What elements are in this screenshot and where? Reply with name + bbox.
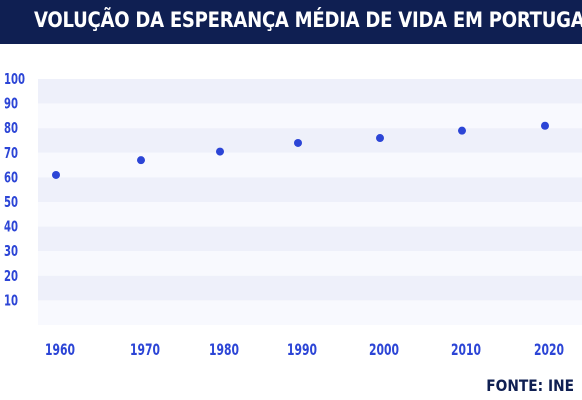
x-tick-label: 1990 [287, 340, 317, 359]
data-point [294, 138, 302, 147]
grid-band [38, 226, 582, 252]
y-tick-label: 30 [4, 242, 18, 260]
y-tick-label: 50 [4, 193, 18, 211]
grid-band [38, 251, 582, 276]
grid-band [38, 152, 582, 178]
x-tick-label: 2000 [369, 340, 399, 359]
y-tick-label: 90 [4, 95, 18, 113]
x-tick-label: 1970 [130, 340, 160, 359]
x-tick-label: 2020 [534, 340, 564, 359]
x-tick-label: 1980 [209, 340, 239, 359]
title-bar: VOLUÇÃO DA ESPERANÇA MÉDIA DE VIDA EM PO… [0, 0, 582, 44]
grid-band [38, 202, 582, 227]
x-tick-label: 2010 [451, 340, 481, 359]
chart-title: VOLUÇÃO DA ESPERANÇA MÉDIA DE VIDA EM PO… [34, 8, 582, 32]
data-point [541, 121, 549, 130]
y-tick-label: 60 [4, 168, 18, 186]
data-point [216, 147, 224, 156]
data-point [52, 170, 60, 179]
x-tick-label: 1960 [45, 340, 75, 359]
data-point [376, 134, 384, 143]
source-label: FONTE: INE [486, 376, 574, 395]
y-tick-label: 10 [4, 291, 18, 309]
y-tick-label: 40 [4, 218, 18, 236]
grid-band [38, 275, 582, 301]
grid-band [38, 300, 582, 325]
data-points [52, 121, 549, 179]
grid-band [38, 103, 582, 129]
grid-band [38, 79, 582, 104]
y-tick-label: 70 [4, 144, 18, 162]
y-axis-ticks: 10 20 30 40 50 60 70 80 90 100 [4, 70, 25, 309]
grid-bands [38, 79, 582, 325]
x-axis-ticks: 1960 1970 1980 1990 2000 2010 2020 [45, 340, 564, 359]
y-tick-label: 20 [4, 267, 18, 285]
data-point [458, 126, 466, 135]
y-tick-label: 100 [4, 70, 25, 88]
y-tick-label: 80 [4, 119, 18, 137]
chart-area: 10 20 30 40 50 60 70 80 90 100 1960 1970 1980 1990 20… [4, 70, 582, 359]
data-point [137, 156, 145, 165]
grid-band [38, 177, 582, 202]
grid-band [38, 128, 582, 153]
